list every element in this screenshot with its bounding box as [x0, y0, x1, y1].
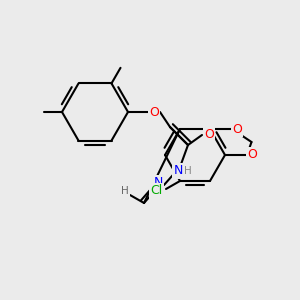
Text: O: O — [149, 106, 159, 118]
Text: N: N — [153, 176, 163, 190]
Text: H: H — [121, 186, 129, 196]
Text: O: O — [247, 148, 257, 161]
Text: Cl: Cl — [150, 184, 162, 197]
Text: O: O — [204, 128, 214, 142]
Text: O: O — [232, 122, 242, 136]
Text: H: H — [184, 166, 192, 176]
Text: N: N — [173, 164, 183, 178]
